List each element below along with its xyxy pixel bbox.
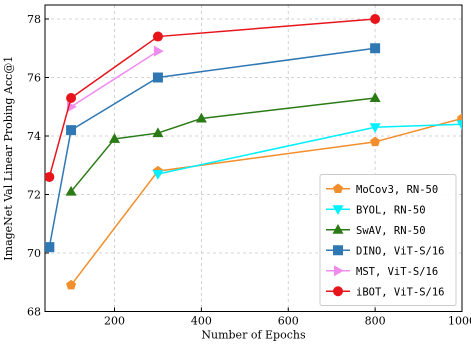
data-point-swav — [152, 127, 164, 138]
y-tick-label: 78 — [27, 13, 41, 26]
series-mst — [67, 45, 164, 113]
series-dino — [45, 43, 381, 253]
legend-label-swav: SwAV, RN-50 — [356, 225, 426, 237]
data-point-swav — [65, 185, 77, 196]
data-point-dino — [45, 242, 55, 253]
data-point-dino — [152, 72, 163, 83]
data-point-byol — [152, 170, 164, 180]
series-line-ibot — [48, 18, 376, 178]
data-point-mst — [153, 45, 164, 57]
data-point-ibot — [66, 92, 77, 103]
data-point-dino — [370, 43, 381, 54]
x-tick-label: 800 — [365, 315, 386, 328]
y-tick-label: 72 — [27, 189, 41, 202]
legend-label-mocov3: MoCov3, RN-50 — [356, 184, 438, 196]
x-tick-label: 1000 — [448, 315, 471, 328]
series-ibot — [45, 14, 381, 182]
data-point-swav — [369, 92, 381, 102]
y-axis-title: ImageNet Val Linear Probing Acc@1 — [2, 56, 15, 261]
data-point-byol — [456, 120, 462, 131]
data-point-ibot — [45, 171, 55, 182]
data-point-ibot — [370, 14, 381, 24]
data-point-swav — [195, 112, 207, 123]
legend-box — [319, 174, 457, 306]
data-point-dino — [66, 125, 77, 136]
legend-marker-swav — [332, 224, 344, 234]
x-tick-label: 200 — [104, 315, 125, 328]
data-point-ibot — [152, 31, 163, 42]
axes-frame — [44, 4, 463, 312]
y-tick-label: 76 — [27, 72, 41, 85]
legend-marker-mocov3 — [333, 183, 343, 193]
legend-marker-dino — [333, 245, 343, 256]
series-byol — [152, 120, 462, 180]
series-line-mst — [70, 50, 159, 108]
data-point-mocov3 — [370, 136, 381, 147]
series-line-mocov3 — [70, 117, 462, 286]
y-tick-label: 74 — [27, 130, 41, 143]
data-point-mocov3 — [66, 279, 77, 290]
x-axis-title: Number of Epochs — [201, 329, 306, 342]
legend-marker-ibot — [333, 286, 343, 297]
y-tick-label: 68 — [27, 306, 41, 319]
y-tick-label: 70 — [27, 247, 41, 260]
data-point-byol — [369, 123, 381, 133]
x-tick-label: 400 — [191, 315, 212, 328]
series-swav — [65, 92, 381, 196]
legend-label-ibot: iBOT, ViT-S/16 — [356, 286, 445, 298]
series-line-byol — [157, 123, 462, 175]
series-line-dino — [48, 47, 376, 248]
legend-marker-mst — [334, 265, 344, 277]
x-tick-label: 600 — [278, 315, 299, 328]
legend-label-byol: BYOL, RN-50 — [356, 204, 426, 216]
data-point-swav — [109, 133, 120, 143]
legend-marker-byol — [332, 205, 344, 215]
legend-label-dino: DINO, ViT-S/16 — [356, 245, 445, 257]
legend-label-mst: MST, ViT-S/16 — [356, 266, 438, 278]
